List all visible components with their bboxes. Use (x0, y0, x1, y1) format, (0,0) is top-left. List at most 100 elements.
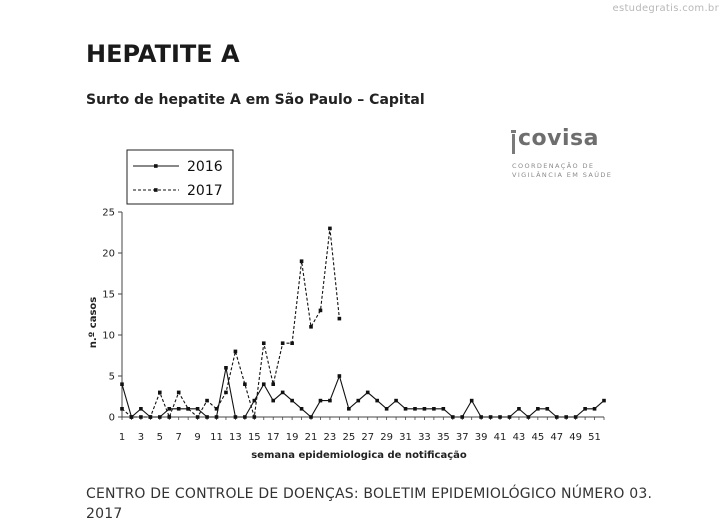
tower-icon (511, 130, 516, 154)
y-tick-label: 15 (102, 290, 115, 301)
y-tick-label: 0 (109, 413, 115, 424)
data-point-2016 (384, 407, 389, 411)
data-point-2016 (422, 407, 427, 411)
x-tick-label: 29 (380, 432, 393, 443)
data-point-2016 (158, 415, 162, 419)
data-point-2016 (517, 407, 521, 411)
y-tick-label: 5 (109, 372, 115, 383)
data-point-2016 (403, 407, 408, 411)
x-tick-label: 33 (418, 432, 431, 443)
data-point-2016 (252, 398, 257, 403)
x-tick-label: 3 (138, 432, 144, 443)
data-point-2017 (280, 341, 285, 345)
data-point-2016 (120, 382, 124, 386)
data-point-2017 (176, 390, 181, 395)
x-tick-label: 17 (267, 432, 280, 443)
data-point-2016 (271, 398, 276, 403)
data-point-2016 (261, 382, 266, 386)
data-point-2017 (205, 398, 209, 403)
data-point-2016 (365, 390, 370, 395)
legend-marker-2017 (154, 188, 158, 192)
logo-word: covisa (518, 126, 599, 151)
x-tick-label: 9 (194, 432, 200, 443)
legend-label-2017: 2017 (187, 183, 223, 199)
data-point-2016 (394, 398, 398, 403)
data-point-2017 (261, 341, 266, 345)
data-point-2016 (139, 407, 143, 411)
data-point-2016 (554, 415, 559, 419)
x-tick-label: 47 (550, 432, 563, 443)
data-point-2016 (488, 415, 493, 419)
x-tick-label: 39 (475, 432, 488, 443)
legend-label-2016: 2016 (187, 159, 223, 175)
x-tick-label: 37 (456, 432, 469, 443)
data-point-2016 (469, 398, 474, 403)
data-point-2016 (441, 407, 446, 411)
x-tick-label: 43 (513, 432, 526, 443)
data-point-2016 (195, 407, 200, 411)
data-point-2017 (233, 349, 238, 354)
data-point-2016 (602, 398, 606, 403)
data-point-2016 (176, 407, 181, 411)
x-tick-label: 41 (494, 432, 507, 443)
data-point-2016 (224, 366, 228, 370)
data-point-2017 (158, 390, 162, 395)
data-point-2017 (271, 382, 276, 386)
data-point-2017 (186, 407, 190, 411)
data-point-2016 (347, 407, 351, 411)
data-point-2017 (328, 226, 332, 231)
data-point-2017 (318, 308, 323, 313)
data-point-2016 (214, 415, 219, 419)
x-tick-label: 31 (399, 432, 412, 443)
data-point-2016 (318, 398, 323, 403)
watermark: estudegratis.com.br (612, 3, 719, 14)
page-subtitle: Surto de hepatite A em São Paulo – Capit… (86, 92, 425, 108)
data-point-2017 (243, 382, 247, 386)
data-point-2016 (413, 407, 417, 411)
data-point-2016 (432, 407, 436, 411)
y-tick-label: 20 (102, 249, 115, 260)
data-point-2017 (309, 325, 313, 329)
legend-marker-2016 (154, 164, 158, 168)
series-line-2017 (121, 228, 340, 419)
data-point-2016 (507, 415, 512, 419)
x-tick-label: 5 (157, 432, 163, 443)
logo-line-2: VIGILÂNCIA EM SAÚDE (512, 171, 613, 179)
data-point-2016 (526, 415, 531, 419)
x-tick-label: 19 (286, 432, 299, 443)
covisa-logo: covisa COORDENAÇÃO DE VIGILÂNCIA EM SAÚD… (508, 126, 611, 182)
data-point-2016 (592, 407, 597, 411)
data-point-2017 (148, 415, 153, 419)
legend-box (126, 149, 234, 205)
x-tick-label: 25 (342, 432, 355, 443)
data-point-2016 (280, 390, 285, 395)
page-title: HEPATITE A (86, 40, 240, 68)
data-point-2017 (214, 407, 219, 411)
data-point-2016 (309, 415, 313, 419)
data-point-2016 (337, 374, 342, 378)
x-tick-label: 11 (210, 432, 223, 443)
x-tick-label: 49 (569, 432, 582, 443)
logo-line-1: COORDENAÇÃO DE (512, 162, 595, 170)
y-tick-label: 25 (102, 208, 115, 219)
data-point-2016 (356, 398, 361, 403)
data-point-2016 (299, 407, 304, 411)
x-tick-label: 35 (437, 432, 450, 443)
data-point-2016 (536, 407, 540, 411)
data-point-2017 (195, 415, 200, 419)
x-axis-label: semana epidemiologica de notificação (251, 450, 467, 461)
source-caption: CENTRO DE CONTROLE DE DOENÇAS: BOLETIM E… (86, 486, 653, 522)
data-point-2016 (479, 415, 483, 419)
data-point-2017 (290, 341, 294, 345)
data-point-2017 (167, 415, 172, 419)
data-point-2017 (120, 407, 124, 411)
series-line-2016 (121, 367, 605, 418)
x-tick-label: 15 (248, 432, 261, 443)
y-tick-label: 10 (102, 331, 115, 342)
data-point-2016 (375, 398, 379, 403)
x-tick-label: 21 (305, 432, 318, 443)
data-point-2017 (252, 415, 257, 419)
x-tick-label: 23 (324, 432, 337, 443)
data-point-2016 (564, 415, 568, 419)
